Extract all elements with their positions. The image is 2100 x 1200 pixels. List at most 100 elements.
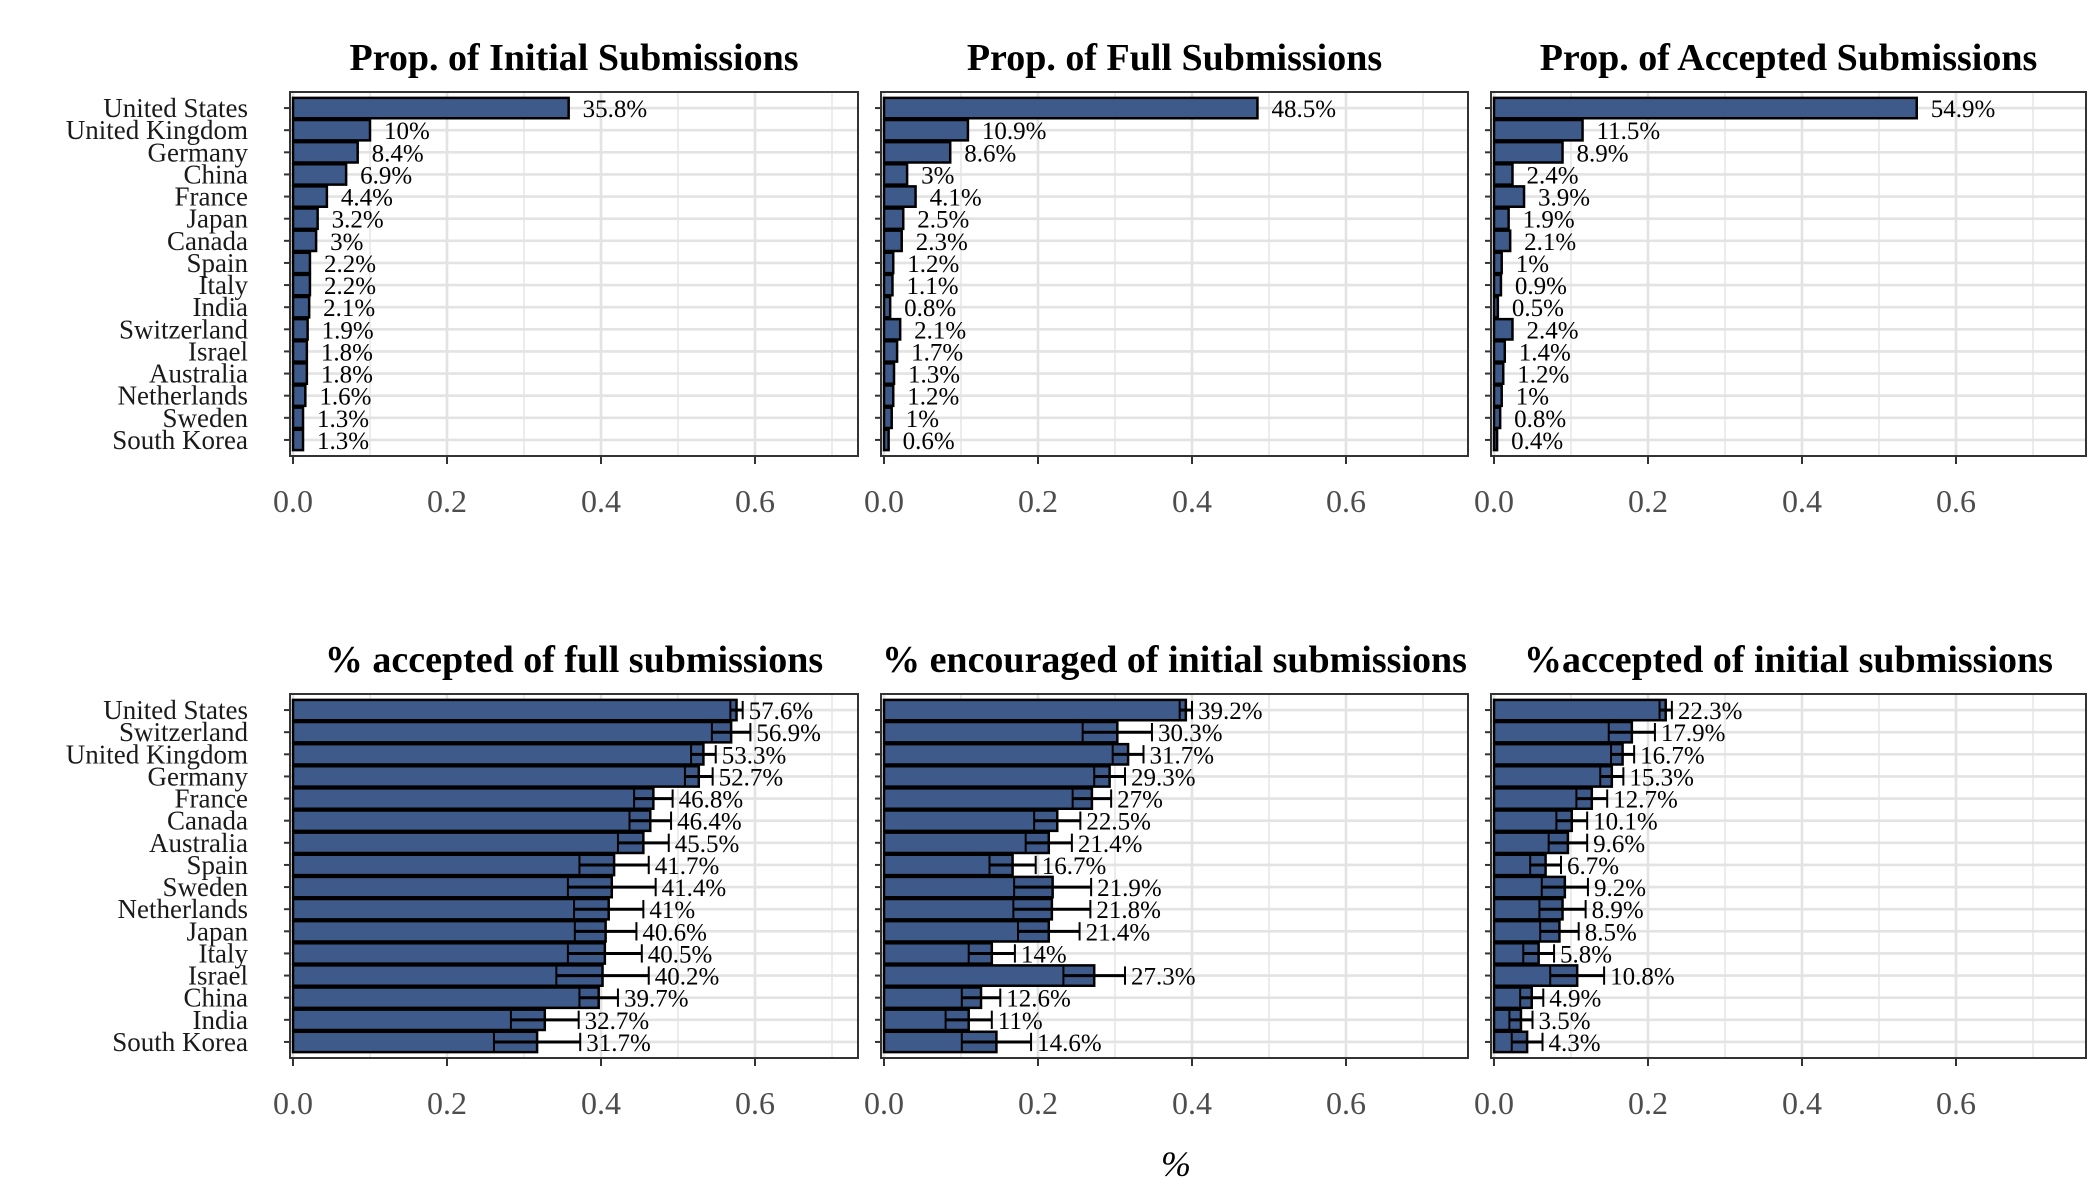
- value-label: 17.9%: [1661, 720, 1726, 747]
- value-label: 21.8%: [1096, 897, 1161, 924]
- value-label: 1.3%: [908, 362, 960, 389]
- x-tick-label: 0.2: [1018, 483, 1058, 519]
- value-label: 21.4%: [1078, 831, 1143, 858]
- value-label: 32.7%: [585, 1008, 650, 1035]
- bar: [291, 317, 309, 341]
- bar: [291, 720, 733, 744]
- value-label: 8.9%: [1592, 897, 1644, 924]
- value-label: 40.5%: [648, 941, 713, 968]
- bar: [291, 698, 738, 722]
- bar: [1492, 185, 1526, 208]
- category-label: Japan: [187, 916, 249, 946]
- value-label: 40.2%: [655, 964, 720, 991]
- bar: [1492, 229, 1512, 253]
- value-label: 1.9%: [322, 317, 374, 344]
- value-label: 16.7%: [1640, 742, 1705, 769]
- bar: [882, 251, 895, 275]
- category-label: United States: [103, 93, 248, 123]
- x-tick-label: 0.2: [427, 483, 467, 519]
- bar: [1492, 140, 1564, 164]
- chart-panel-5: % encouraged of initial submissions 39.2%…: [864, 639, 1469, 1121]
- bar: [1492, 317, 1514, 341]
- bar: [291, 942, 607, 965]
- value-label: 1.2%: [1517, 362, 1569, 389]
- x-tick-label: 0.6: [1326, 1085, 1366, 1121]
- bar: [291, 96, 570, 120]
- panel-title: Prop. of Full Submissions: [967, 37, 1382, 79]
- x-tick-label: 0.0: [273, 483, 313, 519]
- category-label: Australia: [149, 828, 248, 858]
- bar: [1492, 118, 1584, 142]
- bar: [1492, 698, 1667, 722]
- x-tick-label: 0.4: [1172, 1085, 1212, 1121]
- x-tick-label: 0.6: [735, 1085, 775, 1121]
- value-label: 0.9%: [1515, 273, 1567, 300]
- bar: [1492, 207, 1510, 231]
- bar: [291, 229, 318, 253]
- bar: [882, 742, 1130, 766]
- bar: [291, 875, 614, 899]
- category-label: United States: [103, 695, 248, 725]
- panel-border: [1490, 91, 2087, 457]
- value-label: 46.4%: [677, 809, 742, 836]
- category-label: Netherlands: [118, 381, 248, 411]
- value-label: 10.9%: [982, 118, 1047, 145]
- value-label: 48.5%: [1271, 96, 1336, 123]
- value-label: 4.4%: [341, 185, 393, 212]
- bar: [291, 809, 652, 833]
- value-label: 53.3%: [722, 742, 787, 769]
- bar: [882, 428, 890, 452]
- value-label: 2.4%: [1526, 317, 1578, 344]
- bar: [882, 317, 902, 341]
- value-label: 41.7%: [655, 853, 720, 880]
- value-label: 54.9%: [1931, 96, 1996, 123]
- value-label: 14.6%: [1037, 1030, 1102, 1057]
- x-tick-label: 0.0: [864, 483, 904, 519]
- bar: [882, 229, 903, 253]
- bar: [882, 96, 1259, 120]
- panel-title: %accepted of initial submissions: [1524, 639, 2053, 681]
- value-label: 1%: [906, 406, 939, 433]
- bar: [291, 986, 600, 1010]
- bar: [291, 140, 359, 164]
- value-label: 30.3%: [1158, 720, 1223, 747]
- category-label: China: [184, 159, 249, 189]
- x-tick-label: 0.2: [1628, 1085, 1668, 1121]
- bar: [1492, 273, 1503, 297]
- value-label: 1.8%: [321, 362, 373, 389]
- bar: [1492, 742, 1624, 766]
- value-label: 4.9%: [1549, 986, 1601, 1013]
- x-tick-label: 0.2: [1628, 483, 1668, 519]
- value-label: 31.7%: [586, 1030, 651, 1057]
- value-label: 1%: [1516, 251, 1549, 278]
- value-label: 1.3%: [317, 428, 369, 455]
- value-label: 2.1%: [323, 295, 375, 322]
- bar: [291, 831, 645, 855]
- value-label: 22.5%: [1086, 809, 1151, 836]
- value-label: 11%: [998, 1008, 1043, 1035]
- value-label: 39.7%: [624, 986, 689, 1013]
- value-label: 2.5%: [917, 207, 969, 234]
- x-tick-label: 0.6: [735, 483, 775, 519]
- value-label: 14%: [1021, 941, 1067, 968]
- bar: [291, 897, 610, 921]
- x-tick-label: 0.2: [427, 1085, 467, 1121]
- value-label: 9.2%: [1594, 875, 1646, 902]
- value-label: 1.9%: [1523, 207, 1575, 234]
- x-tick-label: 0.2: [1018, 1085, 1058, 1121]
- bar: [882, 362, 896, 385]
- value-label: 1.2%: [907, 251, 959, 278]
- value-label: 10%: [384, 118, 430, 145]
- panel-title: % encouraged of initial submissions: [882, 639, 1467, 681]
- bar: [291, 853, 616, 877]
- value-label: 41.4%: [662, 875, 727, 902]
- category-label: Germany: [148, 137, 249, 167]
- bar: [291, 787, 655, 810]
- bar: [291, 340, 309, 363]
- value-label: 1.1%: [906, 273, 958, 300]
- bar: [882, 140, 952, 164]
- bar: [882, 207, 905, 231]
- value-label: 21.9%: [1097, 875, 1162, 902]
- value-label: 4.3%: [1549, 1030, 1601, 1057]
- bar: [882, 273, 894, 297]
